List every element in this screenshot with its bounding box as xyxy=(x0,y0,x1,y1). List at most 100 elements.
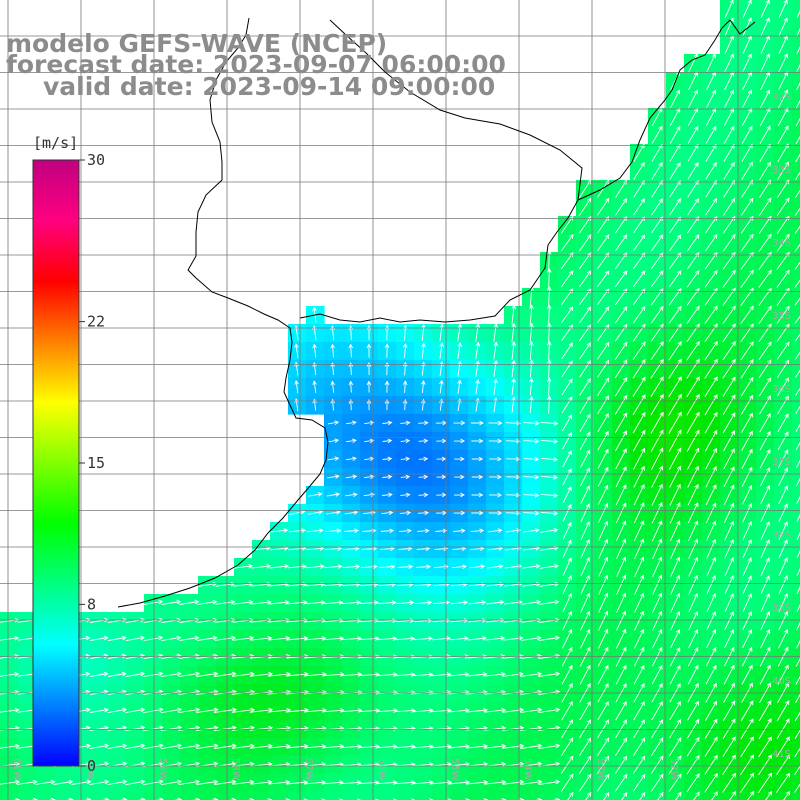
wind-cell xyxy=(0,792,19,800)
wind-arrow xyxy=(632,270,646,288)
wind-arrow xyxy=(632,412,646,434)
wind-arrow xyxy=(346,438,357,444)
wind-cell xyxy=(792,594,800,613)
wind-arrow xyxy=(0,635,20,641)
wind-arrow xyxy=(597,628,609,649)
wind-arrow xyxy=(348,398,354,411)
wind-arrow xyxy=(740,305,754,324)
wind-arrow xyxy=(632,323,646,342)
wind-arrow xyxy=(705,143,717,162)
wind-arrow xyxy=(511,322,517,343)
wind-cell xyxy=(756,792,775,800)
wind-arrow xyxy=(615,430,627,452)
longitude-label: 58W xyxy=(230,758,241,781)
wind-arrow xyxy=(722,700,736,722)
wind-arrow xyxy=(251,581,272,587)
wind-arrow xyxy=(705,447,717,470)
wind-arrow xyxy=(686,736,700,757)
wind-arrow xyxy=(421,380,426,394)
wind-arrow xyxy=(540,511,559,516)
latitude-label: 38S xyxy=(772,530,791,541)
wind-arrow xyxy=(466,707,488,713)
wind-arrow xyxy=(415,564,431,569)
wind-arrow xyxy=(448,780,471,785)
wind-arrow xyxy=(250,779,273,785)
wind-arrow xyxy=(457,342,463,360)
wind-arrow xyxy=(436,456,447,462)
wind-arrow xyxy=(686,305,700,324)
wind-arrow xyxy=(778,539,788,559)
wind-arrow xyxy=(687,198,699,216)
wind-arrow xyxy=(214,653,237,659)
wind-arrow xyxy=(471,420,484,426)
wind-arrow xyxy=(794,333,800,342)
wind-arrow xyxy=(704,411,718,434)
wind-cell xyxy=(792,558,800,577)
wind-arrow xyxy=(466,779,489,785)
wind-arrow xyxy=(547,267,552,290)
wind-arrow xyxy=(669,646,681,667)
wind-arrow xyxy=(776,718,790,740)
wind-cell xyxy=(414,792,433,800)
wind-arrow xyxy=(651,161,663,180)
wind-arrow xyxy=(615,198,628,216)
wind-cell xyxy=(486,792,505,800)
wind-cell xyxy=(738,792,757,800)
wind-arrow xyxy=(485,671,506,677)
wind-arrow xyxy=(251,599,272,605)
wind-arrow xyxy=(400,492,411,498)
wind-arrow xyxy=(633,161,645,180)
wind-arrow xyxy=(421,342,426,359)
wind-arrow xyxy=(179,635,200,641)
wind-arrow xyxy=(363,492,376,498)
wind-arrow xyxy=(740,233,754,252)
wind-arrow xyxy=(794,315,800,324)
wind-arrow xyxy=(778,485,788,505)
wind-arrow xyxy=(196,671,219,677)
wind-arrow xyxy=(453,492,465,498)
wind-cell xyxy=(792,612,800,631)
wind-arrow xyxy=(580,503,590,523)
wind-arrow xyxy=(687,447,700,470)
wind-arrow xyxy=(579,737,592,757)
wind-arrow xyxy=(632,252,646,270)
wind-arrow xyxy=(705,465,717,488)
wind-arrow xyxy=(796,568,800,577)
latitude-label: 32S xyxy=(772,92,791,103)
wind-arrow xyxy=(356,798,362,800)
wind-arrow xyxy=(250,635,273,641)
wind-arrow xyxy=(670,610,681,631)
wind-arrow xyxy=(107,725,128,732)
wind-arrow xyxy=(778,557,788,577)
wind-arrow xyxy=(196,743,219,750)
wind-arrow xyxy=(523,492,540,498)
wind-arrow xyxy=(546,322,552,343)
wind-arrow xyxy=(377,618,398,623)
wind-cell xyxy=(792,72,800,91)
wind-arrow xyxy=(267,707,292,713)
wind-arrow xyxy=(160,707,183,714)
wind-arrow xyxy=(580,574,590,595)
wind-arrow xyxy=(795,171,800,181)
wind-arrow xyxy=(143,779,164,786)
wind-cell xyxy=(792,468,800,487)
colorbar-tick-label: 22 xyxy=(87,313,105,331)
longitude-label: 60W xyxy=(84,758,95,781)
wind-arrow xyxy=(597,377,610,397)
wind-arrow xyxy=(377,744,398,749)
latitude-label: 40S xyxy=(772,676,791,687)
wind-arrow xyxy=(723,430,735,452)
wind-arrow xyxy=(546,395,552,414)
wind-arrow xyxy=(758,754,773,776)
wind-arrow xyxy=(758,718,772,740)
wind-cell xyxy=(396,792,415,800)
wind-arrow xyxy=(475,323,481,342)
wind-arrow xyxy=(561,646,573,667)
wind-arrow xyxy=(704,773,718,793)
wind-arrow xyxy=(597,646,609,667)
forecast-date: forecast date: 2023-09-07 06:00:00 xyxy=(6,50,506,79)
wind-arrow xyxy=(705,502,717,523)
wind-arrow xyxy=(777,107,789,127)
wind-cell xyxy=(792,540,800,559)
